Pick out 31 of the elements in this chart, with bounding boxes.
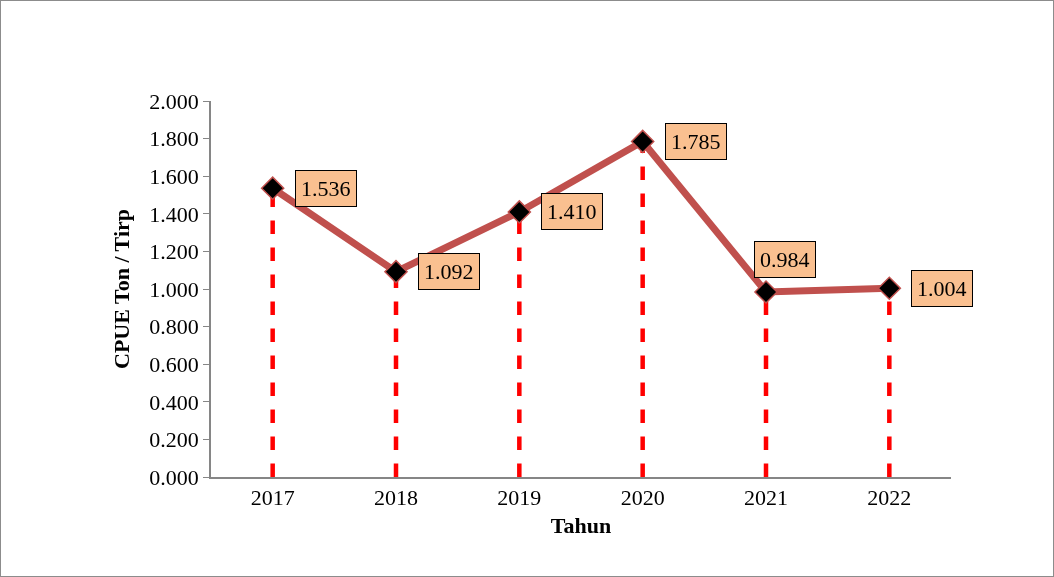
point	[754, 280, 778, 304]
data-label: 0.984	[760, 247, 810, 272]
data-label: 1.092	[424, 259, 474, 284]
point	[260, 176, 285, 201]
point	[877, 276, 902, 301]
y-tick-label: 1.200	[149, 239, 199, 265]
y-tick-label: 2.000	[149, 88, 199, 114]
y-tick-label: 1.600	[149, 163, 199, 189]
point	[630, 129, 655, 154]
x-tick-label: 2018	[374, 485, 418, 511]
x-tick-label: 2021	[744, 485, 788, 511]
data-label: 1.785	[671, 129, 721, 154]
x-axis-title: Tahun	[550, 512, 612, 538]
point	[384, 259, 408, 284]
data-label: 1.410	[547, 199, 597, 224]
x-tick-label: 2022	[867, 485, 912, 511]
y-tick-label: 0.000	[149, 464, 199, 490]
y-tick-label: 1.400	[149, 201, 199, 227]
x-tick-label: 2017	[250, 485, 295, 511]
x-tick-label: 2019	[497, 485, 542, 511]
y-tick-label: 1.800	[149, 126, 199, 152]
data-label: 1.536	[301, 176, 351, 201]
x-tick-label: 2020	[620, 485, 665, 511]
y-axis-title: CPUE Ton / Tirp	[108, 209, 134, 369]
point	[507, 200, 532, 224]
y-tick-label: 0.800	[149, 314, 199, 340]
y-tick-label: 0.400	[149, 389, 199, 415]
data-label: 1.004	[917, 276, 967, 301]
y-tick-label: 0.200	[149, 427, 199, 453]
y-tick-label: 0.600	[149, 351, 199, 377]
y-tick-label: 1.000	[149, 276, 199, 302]
